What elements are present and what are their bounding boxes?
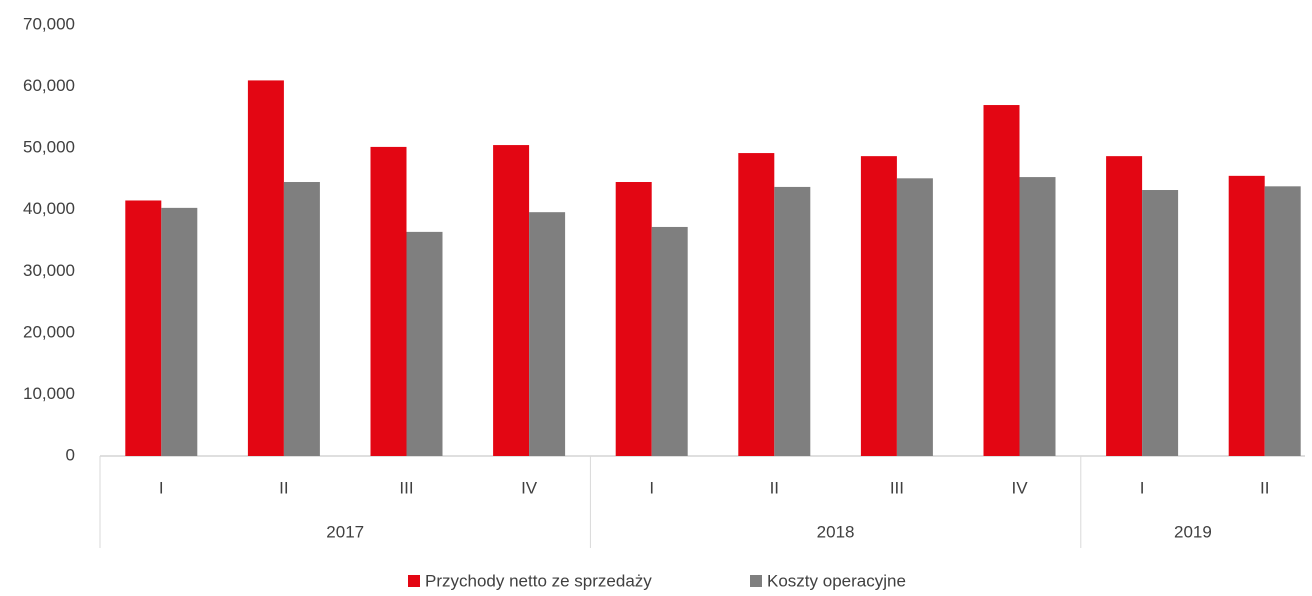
- bar: [774, 186, 811, 456]
- x-tick-label: II: [279, 478, 288, 497]
- y-tick-label: 20,000: [23, 322, 75, 341]
- x-tick-label: IV: [521, 478, 538, 497]
- y-tick-label: 30,000: [23, 261, 75, 280]
- y-tick-label: 10,000: [23, 384, 75, 403]
- bar: [1228, 175, 1265, 456]
- bar: [406, 231, 443, 456]
- bar: [615, 182, 652, 456]
- x-tick-label: I: [1140, 478, 1145, 497]
- x-tick-label: I: [649, 478, 654, 497]
- bar: [529, 212, 566, 456]
- x-tick-label: II: [770, 478, 779, 497]
- bar: [283, 182, 320, 456]
- bar: [161, 207, 198, 456]
- bar: [896, 178, 933, 456]
- legend-label: Koszty operacyjne: [767, 571, 906, 590]
- y-tick-label: 50,000: [23, 138, 75, 157]
- bar: [860, 156, 897, 456]
- group-label: 2018: [817, 522, 855, 541]
- legend-swatch: [750, 575, 762, 587]
- bar: [125, 200, 162, 456]
- bar: [651, 226, 688, 456]
- group-label: 2019: [1174, 522, 1212, 541]
- bar: [1264, 186, 1301, 456]
- bar: [983, 105, 1020, 457]
- x-tick-label: III: [890, 478, 904, 497]
- group-label: 2017: [326, 522, 364, 541]
- x-tick-label: IV: [1011, 478, 1028, 497]
- y-tick-label: 40,000: [23, 199, 75, 218]
- bar: [1019, 177, 1056, 456]
- bar: [1106, 156, 1143, 456]
- legend-label: Przychody netto ze sprzedaży: [425, 571, 652, 590]
- bar: [1142, 190, 1179, 457]
- x-tick-label: I: [159, 478, 164, 497]
- legend-swatch: [408, 575, 420, 587]
- x-tick-label: III: [399, 478, 413, 497]
- bar: [247, 80, 284, 457]
- bar: [738, 153, 775, 456]
- bar: [493, 145, 530, 457]
- y-tick-label: 70,000: [23, 14, 75, 33]
- y-tick-label: 60,000: [23, 76, 75, 95]
- y-tick-label: 0: [66, 445, 75, 464]
- bar: [370, 146, 407, 456]
- x-tick-label: II: [1260, 478, 1269, 497]
